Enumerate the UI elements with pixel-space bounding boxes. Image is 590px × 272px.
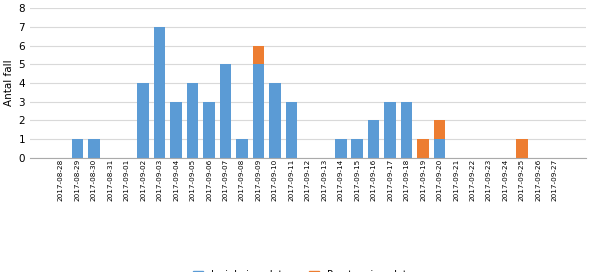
Bar	[187, 83, 198, 158]
Bar	[401, 102, 412, 158]
Legend: Insjukningsdatum, Provtagningsdatum: Insjukningsdatum, Provtagningsdatum	[193, 270, 422, 272]
Bar	[253, 64, 264, 158]
Bar	[88, 139, 100, 158]
Bar	[269, 83, 281, 158]
Y-axis label: Antal fall: Antal fall	[4, 60, 14, 106]
Bar	[236, 139, 248, 158]
Bar	[434, 139, 445, 158]
Bar	[71, 139, 83, 158]
Bar	[154, 27, 165, 158]
Bar	[286, 102, 297, 158]
Bar	[417, 139, 429, 158]
Bar	[352, 139, 363, 158]
Bar	[253, 46, 264, 64]
Bar	[137, 83, 149, 158]
Bar	[171, 102, 182, 158]
Bar	[368, 120, 379, 158]
Bar	[335, 139, 346, 158]
Bar	[516, 139, 527, 158]
Bar	[385, 102, 396, 158]
Bar	[219, 64, 231, 158]
Bar	[434, 120, 445, 139]
Bar	[204, 102, 215, 158]
